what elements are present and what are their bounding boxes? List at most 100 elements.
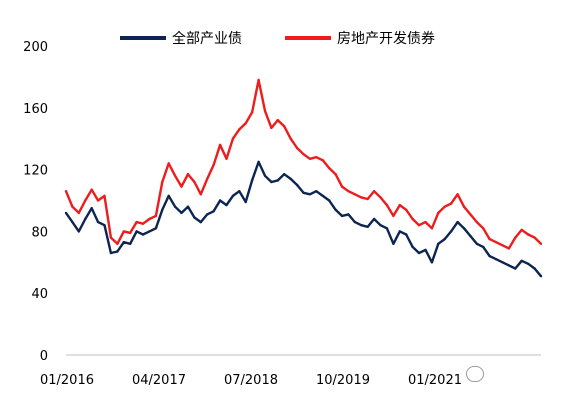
data-point-2 (501, 244, 504, 247)
data-point-1 (109, 251, 113, 255)
data-point-1 (475, 242, 478, 245)
data-point-1 (321, 194, 324, 198)
data-point-2 (302, 153, 305, 156)
data-point-2 (360, 196, 363, 199)
data-point-2 (456, 193, 459, 196)
data-point-2 (193, 180, 196, 184)
data-point-1 (507, 264, 511, 267)
series-line-1 (65, 160, 542, 277)
data-point-2 (244, 122, 247, 125)
data-point-2 (295, 146, 299, 150)
data-point-2 (154, 214, 158, 218)
data-point-2 (283, 125, 286, 128)
data-point-2 (206, 177, 209, 181)
data-point-1 (315, 190, 318, 193)
data-point-1 (430, 261, 434, 264)
x-tick-label: 01/2016 (40, 373, 94, 388)
data-point-2 (398, 203, 401, 207)
watermark (466, 366, 575, 390)
data-point-2 (84, 199, 87, 202)
data-point-1 (462, 227, 466, 230)
data-point-1 (417, 251, 421, 255)
y-axis-tick-labels: 0 40 80 120 160 200 (23, 40, 48, 364)
data-point-1 (372, 217, 376, 221)
data-point-1 (141, 233, 145, 236)
data-point-1 (347, 213, 350, 216)
data-point-1 (308, 193, 312, 196)
data-point-2 (231, 137, 235, 140)
data-point-2 (482, 227, 485, 230)
data-point-1 (295, 183, 299, 187)
data-point-1 (340, 214, 344, 218)
data-point-1 (186, 205, 190, 208)
data-point-1 (514, 267, 517, 270)
data-point-2 (514, 236, 517, 239)
data-point-2 (218, 143, 222, 147)
plot-area (64, 78, 543, 278)
data-point-1 (392, 242, 395, 245)
data-point-2 (276, 119, 279, 122)
data-point-1 (231, 194, 235, 198)
legend-label-2: 房地产开发债券 (337, 31, 435, 47)
data-point-1 (218, 199, 222, 202)
data-point-1 (129, 242, 132, 245)
data-point-2 (96, 199, 100, 202)
data-point-2 (173, 174, 177, 177)
data-point-2 (148, 217, 151, 221)
data-point-1 (225, 203, 228, 207)
data-point-1 (135, 230, 138, 233)
data-point-1 (353, 220, 357, 224)
data-point-2 (469, 213, 472, 216)
data-point-2 (263, 109, 267, 113)
data-point-2 (443, 205, 446, 208)
data-point-1 (193, 216, 196, 219)
data-point-2 (167, 162, 170, 165)
data-point-2 (353, 193, 357, 196)
data-point-1 (398, 230, 401, 233)
data-point-1 (206, 213, 209, 216)
data-point-2 (372, 190, 376, 193)
data-point-2 (315, 156, 318, 159)
data-point-2 (77, 211, 81, 215)
data-point-2 (328, 166, 331, 170)
data-point-1 (244, 200, 247, 204)
data-point-2 (539, 242, 543, 245)
data-point-2 (161, 180, 164, 184)
data-point-2 (64, 190, 68, 193)
data-point-1 (494, 258, 498, 261)
data-point-1 (238, 190, 241, 193)
data-point-2 (103, 194, 106, 198)
data-point-1 (212, 210, 215, 213)
legend: 全部产业债 房地产开发债券 (120, 30, 435, 47)
y-tick-label: 80 (31, 225, 48, 240)
data-point-2 (90, 188, 93, 191)
data-point-2 (405, 208, 408, 211)
data-point-2 (411, 217, 414, 221)
data-point-1 (154, 227, 158, 230)
wechat-icon (466, 366, 484, 382)
data-point-1 (328, 199, 331, 202)
data-point-1 (257, 160, 260, 164)
data-point-2 (109, 236, 113, 239)
data-point-1 (437, 242, 440, 245)
data-point-1 (456, 220, 459, 224)
data-point-2 (475, 220, 478, 224)
x-tick-label: 01/2021 (408, 373, 462, 388)
data-point-1 (77, 230, 81, 233)
data-point-1 (334, 208, 337, 211)
data-point-1 (276, 179, 279, 182)
data-point-1 (482, 245, 485, 249)
x-tick-label: 04/2017 (132, 373, 186, 388)
data-point-1 (385, 227, 389, 230)
data-point-1 (501, 261, 504, 264)
data-point-1 (533, 267, 536, 270)
data-point-1 (96, 220, 100, 224)
data-point-1 (527, 262, 530, 265)
data-point-2 (494, 241, 498, 244)
data-point-2 (238, 128, 241, 131)
y-tick-label: 200 (23, 40, 48, 55)
data-point-2 (347, 190, 350, 193)
data-point-1 (443, 237, 446, 241)
data-point-1 (180, 211, 183, 215)
